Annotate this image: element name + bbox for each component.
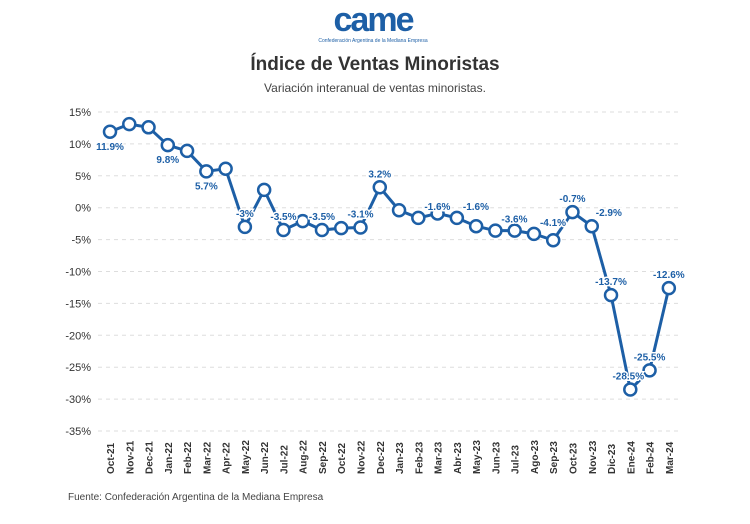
y-tick-label: 10% xyxy=(69,139,91,151)
y-tick-label: -15% xyxy=(65,298,91,310)
data-point xyxy=(141,120,156,135)
x-tick-label: Feb-22 xyxy=(183,441,194,474)
logo-mark: came xyxy=(333,1,415,39)
x-tick-label: Jan-23 xyxy=(395,442,406,474)
data-point xyxy=(584,218,599,234)
data-point xyxy=(237,219,253,235)
data-point xyxy=(468,218,484,234)
data-point xyxy=(449,210,465,226)
y-tick-label: 15% xyxy=(69,107,91,119)
series-line xyxy=(109,122,671,393)
x-tick-label: Feb-24 xyxy=(646,441,657,474)
data-point xyxy=(526,226,542,242)
data-point xyxy=(276,222,291,238)
data-point xyxy=(199,164,214,179)
data-label: -3% xyxy=(236,209,254,220)
data-point xyxy=(122,116,137,132)
data-point xyxy=(218,161,233,177)
data-label: 3.2% xyxy=(368,169,391,180)
chart-title: Índice de Ventas Minoristas xyxy=(250,54,500,75)
data-point xyxy=(642,363,657,378)
x-tick-label: Ene-24 xyxy=(626,441,637,474)
y-tick-label: -5% xyxy=(71,235,91,247)
data-point xyxy=(623,382,638,397)
y-tick-label: -20% xyxy=(65,330,91,342)
data-label: -1.6% xyxy=(424,202,450,213)
came-logo: came Confederación Argentina de la Media… xyxy=(318,2,428,44)
x-tick-label: Dec-21 xyxy=(145,441,156,474)
data-label: 11.9% xyxy=(96,142,124,153)
data-label: -28.5% xyxy=(612,372,644,383)
logo-tagline: Confederación Argentina de la Mediana Em… xyxy=(318,38,428,44)
x-tick-label: Sep-23 xyxy=(549,441,560,474)
x-tick-label: Dic-23 xyxy=(607,444,618,474)
data-label: -4.1% xyxy=(540,218,566,229)
x-tick-label: Jul-23 xyxy=(511,445,522,474)
data-point xyxy=(507,223,522,238)
x-tick-label: Nov-21 xyxy=(125,440,136,474)
data-label: 5.7% xyxy=(195,181,218,192)
x-tick-label: Apr-22 xyxy=(222,442,233,474)
x-tick-label: Nov-22 xyxy=(357,440,368,474)
y-tick-label: -25% xyxy=(65,362,91,374)
data-label: -13.7% xyxy=(595,277,627,288)
y-tick-label: -10% xyxy=(65,267,91,279)
data-label: -3.1% xyxy=(347,209,373,220)
data-label: 9.8% xyxy=(156,155,179,166)
x-tick-label: Abr-23 xyxy=(453,442,464,474)
chart-subtitle: Variación interanual de ventas minorista… xyxy=(264,81,486,95)
x-tick-label: Jun-22 xyxy=(260,441,271,474)
data-point xyxy=(102,124,118,140)
data-point xyxy=(179,143,195,159)
data-point xyxy=(661,280,677,296)
x-tick-label: Dec-22 xyxy=(376,441,387,474)
data-label: -3.6% xyxy=(501,215,527,226)
data-point xyxy=(430,206,445,221)
data-label: -3.5% xyxy=(309,212,335,223)
data-point xyxy=(391,203,407,218)
x-tick-label: Mar-22 xyxy=(202,441,213,474)
x-tick-label: Oct-21 xyxy=(106,442,117,474)
y-tick-label: -35% xyxy=(65,426,91,438)
data-point xyxy=(603,287,619,303)
x-tick-label: Oct-22 xyxy=(337,442,348,474)
data-point xyxy=(333,220,349,236)
data-point xyxy=(372,180,388,195)
y-tick-label: 5% xyxy=(75,171,91,183)
data-point xyxy=(488,223,503,238)
x-tick-label: Jan-22 xyxy=(164,442,175,474)
x-tick-label: Nov-23 xyxy=(588,440,599,474)
data-label: -1.6% xyxy=(463,202,489,213)
data-point xyxy=(295,213,310,229)
x-tick-label: Jul-22 xyxy=(279,445,290,474)
data-point xyxy=(256,182,272,198)
data-label: -25.5% xyxy=(634,352,666,363)
x-tick-label: Feb-23 xyxy=(414,441,425,474)
y-tick-label: -30% xyxy=(65,394,91,406)
data-point xyxy=(545,232,561,248)
data-point xyxy=(353,220,368,235)
data-label: -12.6% xyxy=(653,270,685,281)
y-tick-label: 0% xyxy=(75,203,91,215)
x-tick-label: May-22 xyxy=(241,440,252,474)
x-tick-label: Mar-24 xyxy=(665,441,676,474)
data-label: -0.7% xyxy=(559,194,585,205)
x-tick-label: May-23 xyxy=(472,440,483,474)
data-label: -2.9% xyxy=(596,208,622,219)
data-point xyxy=(160,137,176,153)
data-point xyxy=(411,210,426,226)
x-tick-label: Oct-23 xyxy=(568,442,579,474)
x-tick-label: Ago-23 xyxy=(530,440,541,474)
x-tick-label: Jun-23 xyxy=(491,441,502,474)
data-point xyxy=(314,222,330,238)
source-note: Fuente: Confederación Argentina de la Me… xyxy=(68,492,324,503)
data-point xyxy=(565,204,580,220)
x-tick-label: Aug-22 xyxy=(299,440,310,474)
x-tick-label: Sep-22 xyxy=(318,441,329,474)
data-label: -3.5% xyxy=(270,212,296,223)
x-tick-label: Mar-23 xyxy=(434,441,445,474)
